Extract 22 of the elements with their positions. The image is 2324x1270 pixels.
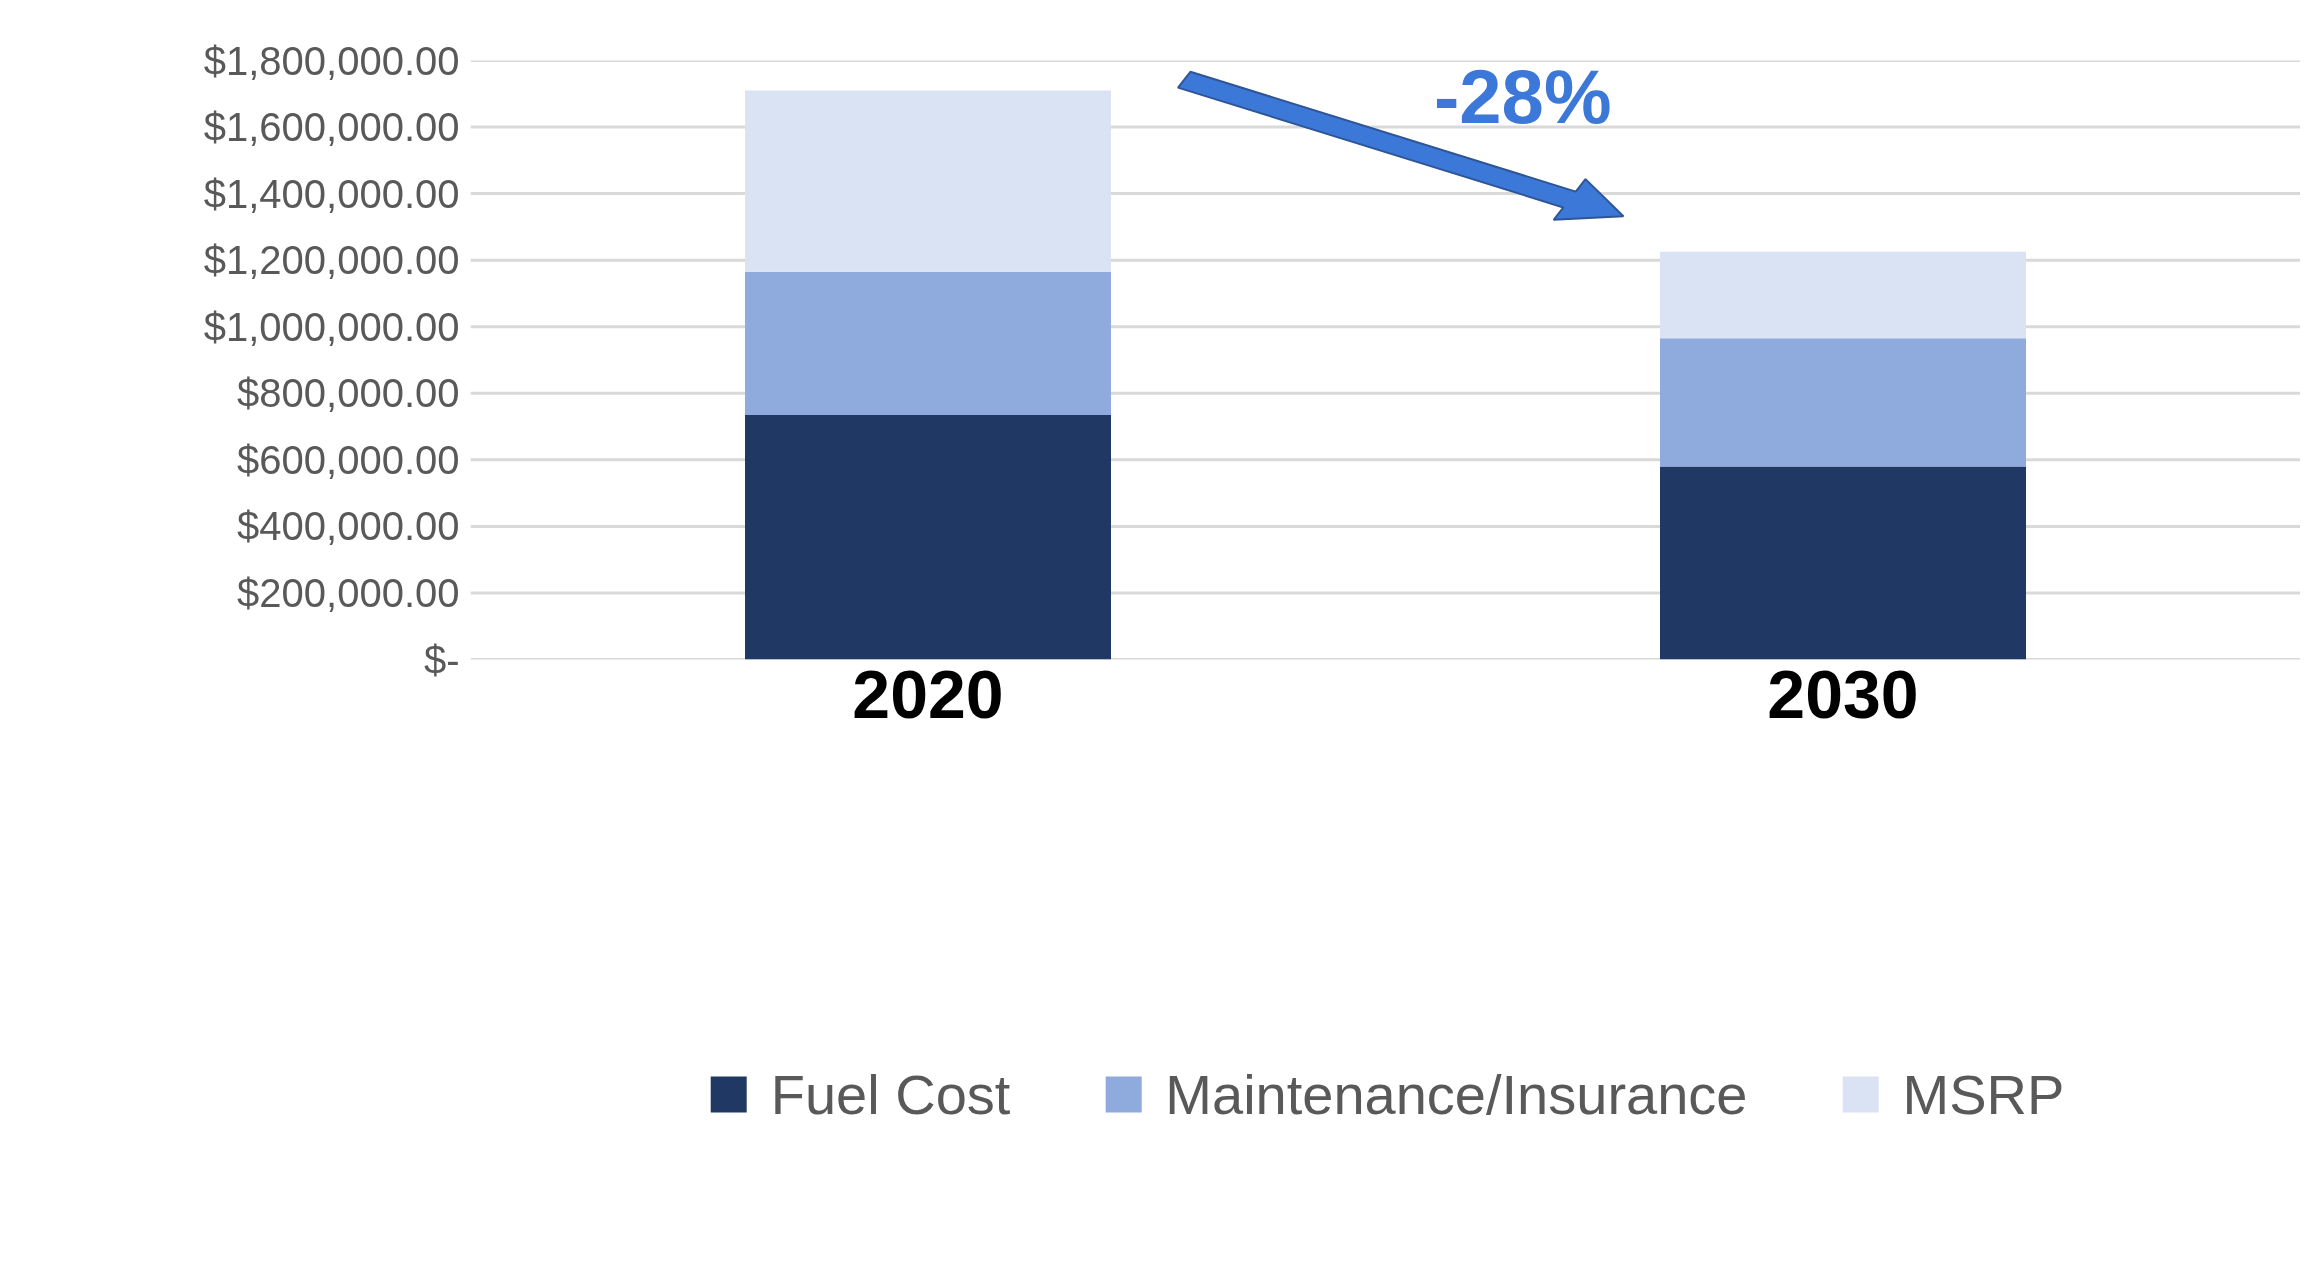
bar (1660, 466, 2026, 660)
legend-label: MSRP (1902, 1061, 2065, 1127)
annotation: -28% (1434, 53, 1612, 139)
y-tick-label: $1,200,000.00 (203, 238, 460, 283)
y-tick-label: $1,400,000.00 (203, 171, 460, 216)
y-tick-label: $1,800,000.00 (203, 38, 460, 83)
bar (745, 414, 1111, 660)
y-tick-label: $200,000.00 (237, 570, 460, 615)
bar (745, 271, 1111, 415)
y-tick-label: $400,000.00 (237, 504, 460, 549)
y-tick-label: $- (423, 637, 460, 682)
bar (1660, 338, 2026, 467)
y-tick-label: $600,000.00 (237, 437, 460, 482)
bar (745, 90, 1111, 272)
y-tick-label: $800,000.00 (237, 371, 460, 416)
legend-label: Fuel Cost (770, 1061, 1011, 1127)
x-tick-label: 2020 (852, 655, 1004, 732)
legend-label: Maintenance/Insurance (1165, 1061, 1748, 1127)
y-tick-label: $1,000,000.00 (203, 304, 460, 349)
bar (1660, 251, 2026, 339)
x-tick-label: 2030 (1767, 655, 1919, 732)
y-tick-label: $1,600,000.00 (203, 105, 460, 150)
